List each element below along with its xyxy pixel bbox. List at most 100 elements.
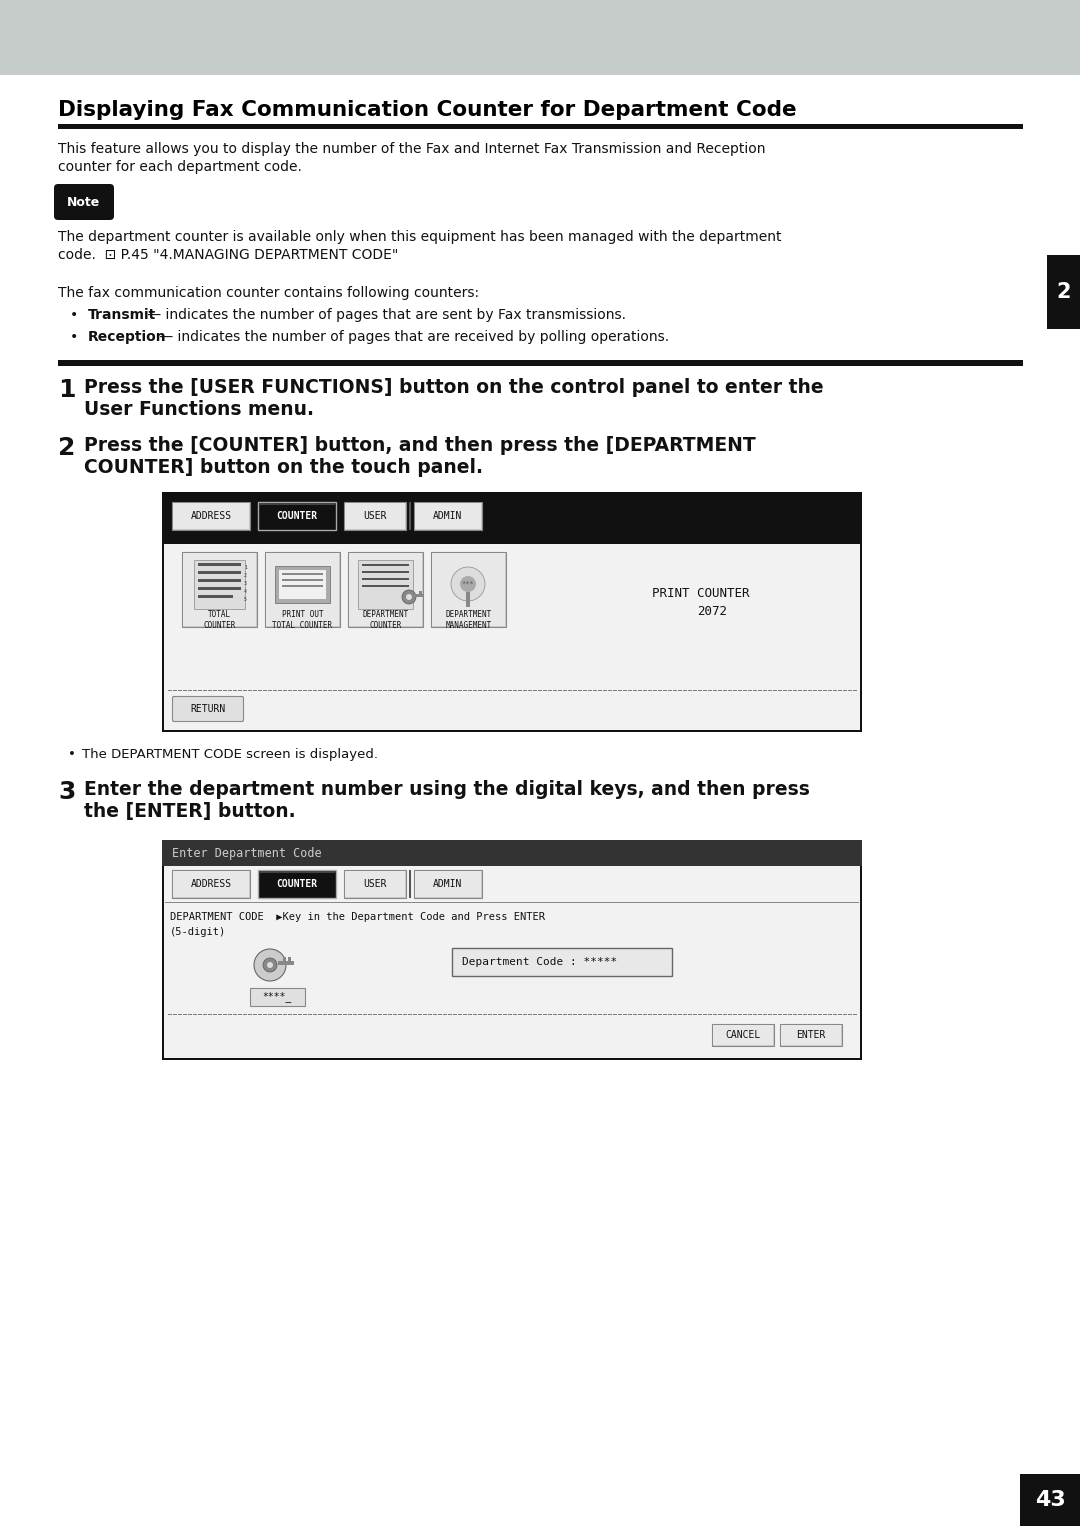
Bar [1020,1474,1080,1526]
Bar [194,560,245,609]
Text: 3: 3 [244,581,247,586]
Bar [164,543,860,729]
Text: USER: USER [363,879,387,890]
Bar [259,504,335,505]
Circle shape [460,575,476,592]
Bar [0,0,1080,75]
Text: PRINT OUT
TOTAL COUNTER: PRINT OUT TOTAL COUNTER [272,610,333,630]
Text: CANCEL: CANCEL [726,1030,760,1041]
Bar [279,571,326,600]
Bar [162,491,862,543]
Bar [58,360,1023,366]
Bar [198,571,241,574]
Text: Enter the department number using the digital keys, and then press: Enter the department number using the di… [84,780,810,800]
Bar [288,957,291,961]
Bar [282,572,323,575]
Text: code.  ⊡ P.45 "4.MANAGING DEPARTMENT CODE": code. ⊡ P.45 "4.MANAGING DEPARTMENT CODE… [58,249,399,262]
Bar [258,870,336,897]
Bar [414,502,482,530]
Text: The department counter is available only when this equipment has been managed wi: The department counter is available only… [58,230,782,244]
Bar [431,552,507,627]
Bar [162,491,862,732]
Bar [183,552,256,626]
Bar [432,552,505,626]
Bar [249,987,305,1006]
Text: DEPARTMENT CODE  ▶Key in the Department Code and Press ENTER: DEPARTMENT CODE ▶Key in the Department C… [170,913,545,922]
Bar [362,571,409,572]
Bar [780,1024,842,1045]
Text: DEPARTMENT
COUNTER: DEPARTMENT COUNTER [363,610,408,630]
Bar [362,565,409,566]
Text: — indicates the number of pages that are sent by Fax transmissions.: — indicates the number of pages that are… [143,308,626,322]
Bar [465,592,470,607]
Text: USER: USER [363,511,387,520]
Text: Press the [USER FUNCTIONS] button on the control panel to enter the: Press the [USER FUNCTIONS] button on the… [84,378,824,397]
Bar [173,871,249,897]
Text: The fax communication counter contains following counters:: The fax communication counter contains f… [58,285,480,301]
Bar [414,594,424,597]
Bar [266,552,339,626]
Circle shape [402,591,416,604]
Circle shape [264,958,276,972]
Bar [712,1024,774,1045]
Bar [414,870,482,897]
Text: Enter Department Code: Enter Department Code [172,847,322,859]
Text: ADDRESS: ADDRESS [190,511,231,520]
Text: •: • [70,330,78,343]
Bar [173,504,249,530]
Text: ADMIN: ADMIN [433,511,462,520]
Text: Press the [COUNTER] button, and then press the [DEPARTMENT: Press the [COUNTER] button, and then pre… [84,436,756,455]
Text: ENTER: ENTER [796,1030,826,1041]
Bar [278,961,294,964]
Circle shape [254,949,286,981]
Text: 2: 2 [58,436,76,459]
Text: COUNTER] button on the touch panel.: COUNTER] button on the touch panel. [84,458,483,478]
Text: (5-digit): (5-digit) [170,926,226,937]
Text: PRINT COUNTER: PRINT COUNTER [652,588,750,600]
Text: the [ENTER] button.: the [ENTER] button. [84,803,296,821]
Text: User Functions menu.: User Functions menu. [84,400,314,420]
Bar [275,566,330,603]
Bar [282,578,323,581]
Text: — indicates the number of pages that are received by polling operations.: — indicates the number of pages that are… [156,330,670,343]
Bar [357,560,413,609]
Text: 2: 2 [1056,282,1070,302]
Bar [58,124,1023,130]
Bar [183,552,257,627]
Bar [162,839,862,1061]
Text: COUNTER: COUNTER [276,879,318,890]
Bar [198,588,241,591]
Bar [282,584,323,588]
Text: ***: *** [461,581,474,588]
Bar [198,563,241,566]
Bar [345,871,405,897]
Text: TOTAL
COUNTER: TOTAL COUNTER [203,610,235,630]
Bar [713,1025,773,1045]
Bar [345,870,406,897]
Text: •: • [70,308,78,322]
Text: 1: 1 [58,378,76,401]
FancyBboxPatch shape [173,696,243,722]
Bar [164,865,860,1058]
Bar [172,870,249,897]
Text: Reception: Reception [87,330,166,343]
Bar [409,870,411,897]
Text: •: • [68,748,76,761]
Bar [415,871,481,897]
Bar [258,502,336,530]
Text: Displaying Fax Communication Counter for Department Code: Displaying Fax Communication Counter for… [58,101,797,121]
Bar [453,948,672,977]
Text: ADMIN: ADMIN [433,879,462,890]
Bar [362,584,409,588]
Bar [259,871,335,873]
Text: The DEPARTMENT CODE screen is displayed.: The DEPARTMENT CODE screen is displayed. [82,748,378,761]
Text: counter for each department code.: counter for each department code. [58,160,302,174]
Text: Note: Note [67,195,100,209]
Text: 43: 43 [1035,1489,1065,1511]
Bar [419,591,422,594]
Bar [409,502,411,530]
Bar [162,839,862,865]
Text: ****_: ****_ [262,992,292,1003]
Text: ADDRESS: ADDRESS [190,879,231,890]
Text: 3: 3 [58,780,76,804]
